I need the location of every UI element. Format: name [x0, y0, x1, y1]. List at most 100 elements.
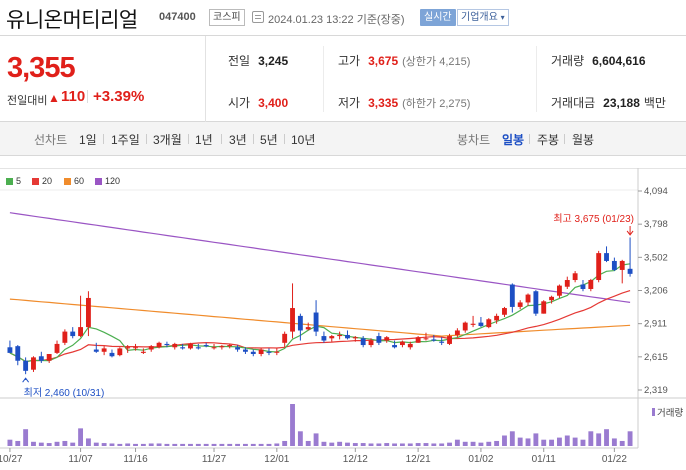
volume-bar: [282, 440, 288, 446]
legend-ma20: 20: [32, 176, 52, 186]
candle-body: [439, 341, 445, 343]
candle-body: [556, 285, 562, 296]
candle-body: [588, 280, 594, 289]
prev-close-value: 3,245: [258, 54, 289, 68]
tab-weekly[interactable]: 주봉: [537, 133, 560, 147]
candle-body: [360, 338, 366, 346]
volume-bar: [164, 443, 170, 446]
legend-label: 20: [42, 176, 53, 186]
candle-body: [305, 327, 311, 330]
x-tick-label: 11/07: [68, 454, 93, 465]
volume-bar: [148, 443, 154, 446]
tab-1day[interactable]: 1일: [79, 133, 97, 147]
volume-bar: [78, 428, 84, 446]
candle-body: [290, 308, 295, 332]
candle-body: [195, 347, 201, 349]
candle-body: [297, 315, 303, 331]
volume-bar: [219, 443, 225, 446]
x-tick-label: 12/12: [343, 454, 368, 465]
candle-body: [62, 331, 68, 343]
change-label: 전일대비: [7, 95, 48, 107]
candle-body: [258, 349, 264, 355]
company-overview-button[interactable]: 기업개요 ▾: [457, 9, 509, 26]
candle-body: [282, 333, 288, 343]
y-tick-label: 3,798: [644, 219, 668, 230]
candle-body: [46, 354, 52, 361]
volume-bar: [7, 439, 13, 446]
volume-bar: [431, 443, 437, 446]
legend-swatch: [95, 178, 102, 185]
chart-control-bar: 선차트 1일 1주일 3개월 1년 3년 5년 10년 봉차트 일봉 주봉 월봉: [0, 122, 686, 156]
legend-swatch: [64, 178, 71, 185]
volume-value: 6,604,616: [592, 54, 646, 68]
high-label: 고가: [338, 54, 361, 68]
volume-bar: [439, 443, 445, 446]
candle-body: [133, 347, 138, 349]
tab-1week[interactable]: 1주일: [111, 133, 140, 147]
ma60-line: [9, 298, 631, 337]
price-summary: 3,355 전일대비 ▲ 110 +3.39% 전일 3,245 고가 3,675(…: [0, 36, 686, 122]
candle-body: [172, 343, 178, 348]
candle-body: [619, 260, 625, 270]
candle-body: [580, 284, 586, 289]
tab-1year[interactable]: 1년: [195, 133, 213, 147]
change-value: 110: [61, 88, 86, 105]
legend-ma120: 120: [95, 176, 120, 186]
lower-limit: (하한가 2,275): [402, 98, 471, 110]
candle-body: [352, 337, 358, 339]
stock-code: 047400: [159, 11, 196, 23]
tab-3year[interactable]: 3년: [229, 133, 247, 147]
tab-daily[interactable]: 일봉: [502, 133, 525, 147]
volume-bar: [195, 443, 201, 446]
upper-limit: (상한가 4,215): [402, 56, 471, 68]
volume-bar: [227, 443, 233, 446]
candle-body: [23, 360, 29, 371]
candle-body: [117, 348, 123, 356]
candle-body: [219, 346, 225, 348]
volume-bar: [360, 443, 366, 446]
tab-5year[interactable]: 5년: [260, 133, 278, 147]
divider: [536, 46, 537, 112]
min-arrowhead: [22, 377, 30, 383]
volume-bar: [85, 438, 91, 446]
volume-bar: [140, 443, 146, 446]
candle-body: [604, 253, 609, 261]
divider: [323, 46, 324, 112]
y-tick-label: 3,502: [644, 252, 668, 263]
change-percent: +3.39%: [93, 88, 145, 105]
y-tick-label: 4,094: [644, 186, 668, 197]
volume-bar: [376, 443, 382, 446]
legend-label: 120: [105, 176, 121, 186]
volume-bar: [250, 443, 256, 446]
volume-bar: [117, 443, 123, 446]
candle-body: [180, 347, 186, 349]
ma120-line: [9, 212, 631, 303]
candle-body: [38, 356, 44, 361]
y-tick-label: 2,319: [644, 385, 668, 396]
candle-body: [337, 334, 343, 337]
volume-legend-label: 거래량: [657, 407, 683, 419]
volume-bar: [494, 440, 500, 446]
realtime-button[interactable]: 실시간: [420, 9, 456, 26]
divider: [564, 134, 565, 144]
volume-bar: [62, 440, 68, 446]
volume-bar: [93, 442, 99, 446]
volume-bar: [627, 431, 633, 446]
candle-body: [462, 322, 468, 331]
x-tick-label: 11/27: [202, 454, 227, 465]
quote-datetime: 2024.01.23 13:22 기준(장중): [268, 14, 405, 26]
y-tick-label: 2,911: [644, 319, 667, 330]
tab-3month[interactable]: 3개월: [153, 133, 182, 147]
volume-bar: [509, 431, 515, 446]
amount-value: 23,188: [603, 96, 640, 110]
volume-bar: [235, 443, 241, 446]
divider: [284, 134, 285, 144]
tab-10year[interactable]: 10년: [291, 133, 316, 147]
max-annotation: 최고 3,675 (01/23): [553, 213, 634, 225]
prev-close-label: 전일: [228, 54, 251, 68]
volume-bar: [203, 443, 209, 446]
candle-body: [470, 323, 476, 325]
tab-monthly[interactable]: 월봉: [572, 133, 595, 147]
candle-body: [345, 334, 350, 339]
divider: [529, 134, 530, 144]
